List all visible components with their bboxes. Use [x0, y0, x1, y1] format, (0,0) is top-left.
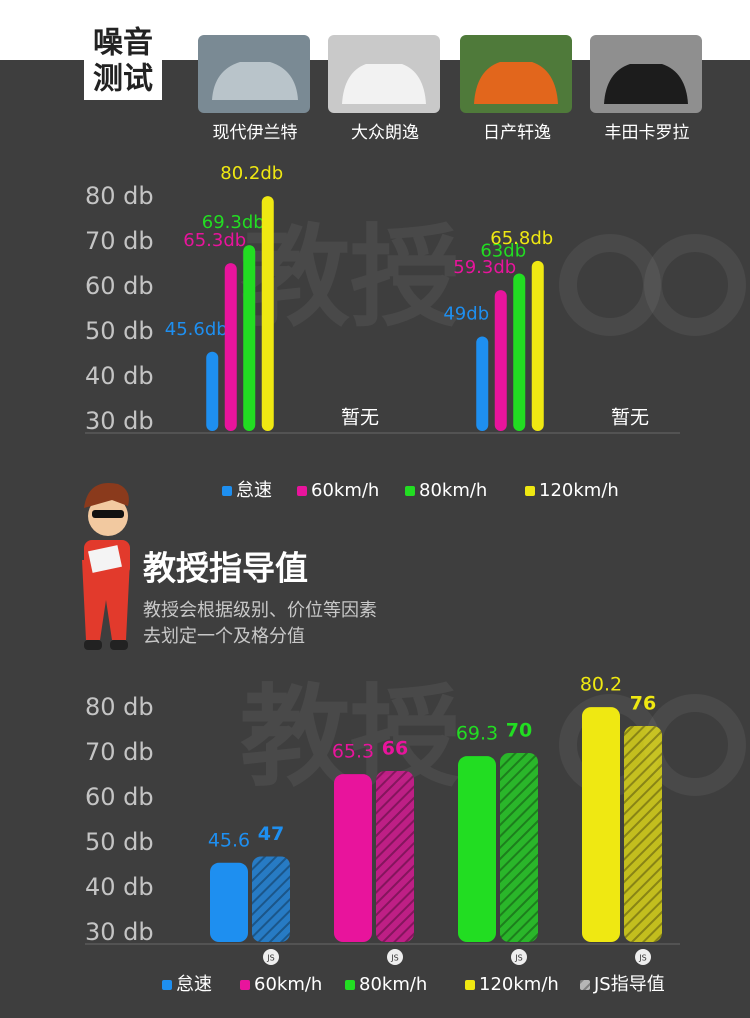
header-title: 噪音	[93, 26, 153, 61]
legend-label: 80km/h	[419, 480, 487, 501]
legend-marker	[405, 486, 415, 496]
car-shape	[212, 62, 298, 100]
value-label: 69.3db	[202, 212, 265, 233]
guide-description: 教授会根据级别、价位等因素	[143, 600, 377, 621]
car-shape	[342, 64, 426, 104]
mascot-paper	[88, 545, 122, 573]
car-shape	[474, 62, 558, 104]
value-label: 63db	[480, 241, 526, 262]
legend-marker	[525, 486, 535, 496]
bar	[531, 260, 544, 431]
y-tick-label: 40 db	[85, 362, 154, 390]
title-box	[84, 24, 162, 100]
legend-marker	[162, 980, 172, 990]
y-tick-label: 80 db	[85, 182, 154, 210]
mascot-shoe	[84, 640, 102, 650]
car-name: 大众朗逸	[351, 123, 419, 143]
watermark-logo	[559, 234, 661, 336]
bar	[582, 707, 620, 942]
y-tick-label: 30 db	[85, 918, 154, 946]
watermark: 教授	[240, 213, 460, 341]
y-tick-label: 50 db	[85, 828, 154, 856]
guide-title: 教授指导值	[143, 549, 308, 588]
guide-bar	[500, 753, 538, 942]
value-label: 65.8db	[490, 228, 553, 249]
mascot-shoe	[110, 640, 128, 650]
car-shape	[604, 64, 688, 104]
badge	[387, 949, 403, 965]
bar	[476, 336, 489, 431]
car-name: 日产轩逸	[483, 123, 551, 143]
value-label: 80.2db	[220, 163, 283, 184]
mascot-glasses	[92, 510, 124, 518]
badge	[635, 949, 651, 965]
legend-label: 80km/h	[359, 974, 427, 995]
legend-label: 120km/h	[479, 974, 559, 995]
guide-value-label: 66	[382, 738, 408, 760]
legend-label: 120km/h	[539, 480, 619, 501]
guide-value-label: 76	[630, 693, 656, 715]
bar	[334, 774, 372, 942]
y-tick-label: 60 db	[85, 272, 154, 300]
value-label: 45.6db	[165, 319, 228, 340]
guide-bar	[376, 771, 414, 942]
legend-marker	[345, 980, 355, 990]
legend-label: JS指导值	[593, 974, 665, 995]
y-tick-label: 60 db	[85, 783, 154, 811]
value-label: 80.2	[580, 674, 622, 696]
badge-label: JS	[638, 954, 646, 963]
header-title: 测试	[93, 62, 153, 97]
bar	[210, 862, 248, 942]
y-tick-label: 40 db	[85, 873, 154, 901]
guide-value-label: 70	[506, 720, 532, 742]
badge-label: JS	[514, 954, 522, 963]
car-photos	[198, 35, 702, 113]
value-label: 45.6	[208, 829, 250, 851]
bar	[224, 263, 237, 431]
legend-label: 60km/h	[254, 974, 322, 995]
y-tick-label: 70 db	[85, 738, 154, 766]
legend-marker	[240, 980, 250, 990]
badge-label: JS	[266, 954, 274, 963]
y-tick-label: 70 db	[85, 227, 154, 255]
legend-label: 怠速	[236, 480, 272, 501]
value-label: 59.3db	[453, 257, 516, 278]
badge-label: JS	[390, 954, 398, 963]
value-label: 69.3	[456, 723, 498, 745]
watermark-logo	[644, 234, 746, 336]
mascot-hair	[84, 483, 129, 508]
bar	[243, 245, 256, 431]
guide-bar	[252, 856, 290, 942]
legend-marker	[222, 486, 232, 496]
guide-description: 去划定一个及格分值	[143, 626, 305, 647]
legend-label: 60km/h	[311, 480, 379, 501]
y-tick-label: 50 db	[85, 317, 154, 345]
legend-marker	[297, 486, 307, 496]
car-name: 丰田卡罗拉	[605, 123, 690, 143]
badge	[263, 949, 279, 965]
bar	[494, 290, 507, 431]
bar	[458, 756, 496, 942]
mascot	[82, 483, 130, 650]
value-label: 49db	[443, 304, 489, 325]
missing-label: 暂无	[611, 407, 649, 429]
value-label: 65.3db	[183, 230, 246, 251]
legend-label: 怠速	[176, 974, 212, 995]
legend-marker	[465, 980, 475, 990]
badge	[511, 949, 527, 965]
missing-label: 暂无	[341, 407, 379, 429]
value-label: 65.3	[332, 741, 374, 763]
guide-value-label: 47	[258, 823, 284, 845]
bar	[261, 196, 274, 431]
car-name: 现代伊兰特	[213, 123, 298, 143]
y-tick-label: 30 db	[85, 407, 154, 435]
guide-bar	[624, 726, 662, 942]
bar	[206, 351, 219, 431]
mascot-legs	[82, 560, 130, 640]
y-tick-label: 80 db	[85, 693, 154, 721]
bar	[513, 273, 526, 431]
legend-marker	[580, 980, 590, 990]
